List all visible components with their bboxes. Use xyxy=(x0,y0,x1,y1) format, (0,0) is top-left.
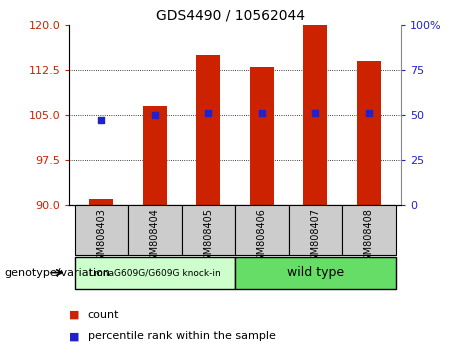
Point xyxy=(205,110,212,116)
Point xyxy=(258,110,266,116)
Point xyxy=(365,110,372,116)
Text: genotype/variation: genotype/variation xyxy=(5,268,111,278)
Text: ■: ■ xyxy=(69,310,80,320)
Bar xyxy=(196,55,220,205)
Text: LmnaG609G/G609G knock-in: LmnaG609G/G609G knock-in xyxy=(89,268,221,277)
Point xyxy=(151,112,159,118)
Bar xyxy=(357,61,381,205)
Text: GSM808406: GSM808406 xyxy=(257,208,267,267)
Text: ■: ■ xyxy=(69,331,80,341)
Text: GSM808405: GSM808405 xyxy=(203,208,213,267)
Text: GSM808407: GSM808407 xyxy=(310,208,320,267)
Bar xyxy=(89,199,113,205)
Bar xyxy=(75,205,128,255)
Text: GDS4490 / 10562044: GDS4490 / 10562044 xyxy=(156,9,305,23)
Bar xyxy=(235,205,289,255)
Bar xyxy=(182,205,235,255)
Text: GSM808403: GSM808403 xyxy=(96,208,106,267)
Bar xyxy=(250,67,274,205)
Point xyxy=(312,110,319,116)
Text: GSM808408: GSM808408 xyxy=(364,208,374,267)
Point xyxy=(98,118,105,123)
Bar xyxy=(235,257,396,289)
Text: GSM808404: GSM808404 xyxy=(150,208,160,267)
Text: wild type: wild type xyxy=(287,266,344,279)
Bar xyxy=(143,106,167,205)
Bar xyxy=(128,205,182,255)
Bar xyxy=(342,205,396,255)
Text: count: count xyxy=(88,310,119,320)
Text: percentile rank within the sample: percentile rank within the sample xyxy=(88,331,276,341)
Bar xyxy=(75,257,235,289)
Bar xyxy=(303,25,327,205)
Bar xyxy=(289,205,342,255)
